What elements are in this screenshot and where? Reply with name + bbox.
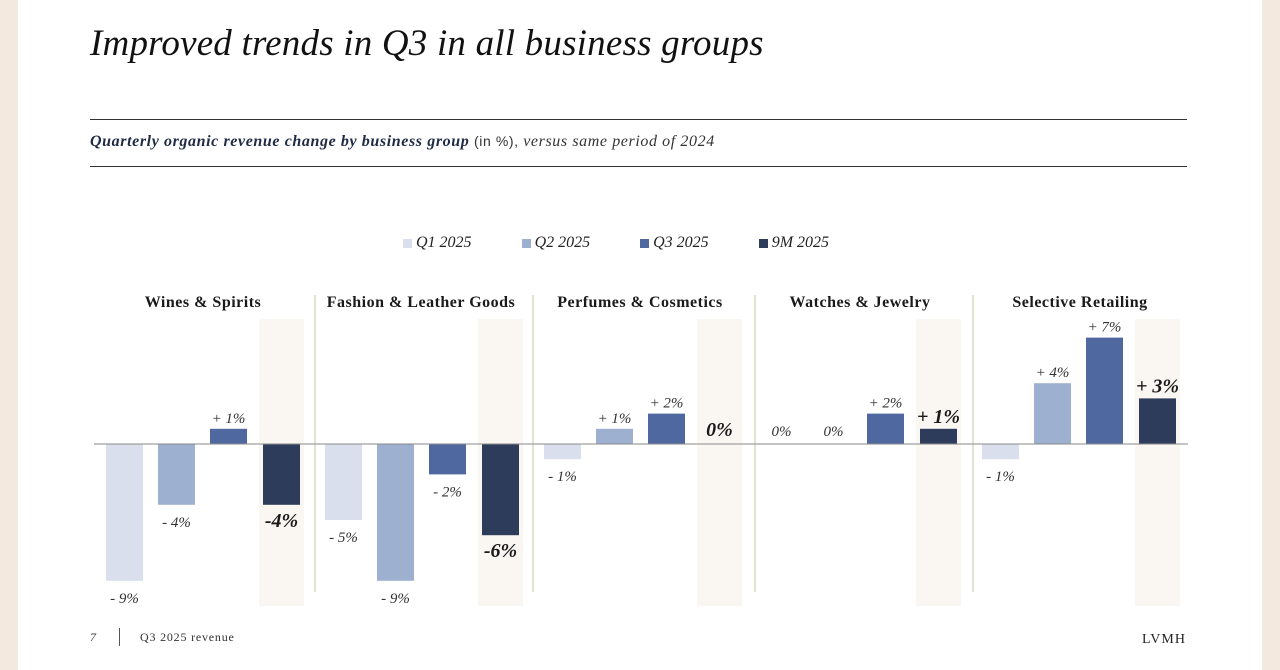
footer-label: Q3 2025 revenue — [140, 630, 235, 644]
data-label-9m-2025-perfumes-and-cosmetics: 0% — [706, 419, 733, 441]
data-label-q3-2025-wines-and-spirits: + 1% — [212, 411, 246, 427]
highlight-band — [916, 319, 961, 606]
bar-9m-2025-selective-retailing — [1139, 398, 1176, 444]
legend-label: Q2 2025 — [534, 234, 591, 251]
data-label-q1-2025-watches-and-jewelry: 0% — [772, 424, 792, 440]
legend-label: Q3 2025 — [653, 234, 709, 251]
bar-q3-2025-wines-and-spirits — [210, 428, 247, 444]
data-label-q2-2025-fashion-and-leather-goods: - 9% — [381, 591, 410, 607]
legend-item-q2-2025: Q2 2025 — [521, 234, 591, 252]
page-number: 7 — [90, 630, 96, 644]
footer-separator — [119, 628, 120, 646]
page-title: Improved trends in Q3 in all business gr… — [90, 23, 764, 64]
legend-swatch — [640, 238, 650, 248]
title-divider — [90, 119, 1187, 120]
data-label-q2-2025-selective-retailing: + 4% — [1036, 365, 1070, 381]
data-label-9m-2025-watches-and-jewelry: + 1% — [917, 406, 960, 428]
bar-q3-2025-perfumes-and-cosmetics — [648, 413, 685, 444]
data-label-q3-2025-selective-retailing: + 7% — [1088, 320, 1122, 336]
data-label-q3-2025-watches-and-jewelry: + 2% — [869, 396, 903, 412]
bar-q1-2025-selective-retailing — [982, 444, 1019, 460]
legend-label: Q1 2025 — [416, 234, 472, 251]
category-label-selective-retailing: Selective Retailing — [1012, 294, 1147, 311]
data-label-q3-2025-perfumes-and-cosmetics: + 2% — [650, 396, 684, 412]
legend-label: 9M 2025 — [771, 234, 830, 251]
category-label-fashion-and-leather-goods: Fashion & Leather Goods — [327, 294, 516, 311]
data-label-q1-2025-fashion-and-leather-goods: - 5% — [329, 530, 358, 546]
legend-item-q3-2025: Q3 2025 — [640, 234, 709, 252]
category-label-watches-and-jewelry: Watches & Jewelry — [790, 294, 931, 311]
bar-q3-2025-selective-retailing — [1086, 337, 1123, 444]
chart-legend: Q1 2025 Q2 2025 Q3 2025 9M 2025 — [403, 234, 829, 252]
slide: Improved trends in Q3 in all business gr… — [18, 0, 1262, 670]
category-label-wines-and-spirits: Wines & Spirits — [145, 294, 262, 311]
highlight-band — [697, 319, 742, 606]
bar-9m-2025-fashion-and-leather-goods — [482, 444, 519, 536]
subtitle-divider — [90, 166, 1187, 167]
legend-item-q1-2025: Q1 2025 — [403, 234, 472, 252]
data-label-9m-2025-selective-retailing: + 3% — [1136, 375, 1179, 397]
bar-q2-2025-perfumes-and-cosmetics — [596, 428, 633, 444]
data-label-q2-2025-wines-and-spirits: - 4% — [162, 515, 191, 531]
brand-logo: LVMH — [1142, 632, 1186, 647]
bar-9m-2025-wines-and-spirits — [263, 444, 300, 505]
subtitle-unit: (in %), — [473, 133, 519, 149]
data-label-q3-2025-fashion-and-leather-goods: - 2% — [433, 484, 462, 500]
bar-q1-2025-wines-and-spirits — [106, 444, 143, 581]
bar-chart: Wines & Spirits Fashion & Leather Goods Pe… — [94, 294, 1188, 607]
chart-subtitle: Quarterly organic revenue change by busi… — [90, 133, 715, 151]
subtitle-main: Quarterly organic revenue change by busi… — [90, 133, 470, 150]
data-label-q2-2025-perfumes-and-cosmetics: + 1% — [598, 411, 632, 427]
bar-q3-2025-fashion-and-leather-goods — [429, 444, 466, 475]
legend-item-9m-2025: 9M 2025 — [758, 234, 830, 252]
data-label-q1-2025-perfumes-and-cosmetics: - 1% — [548, 469, 577, 485]
bar-q2-2025-fashion-and-leather-goods — [377, 444, 414, 581]
highlight-band — [1135, 319, 1180, 606]
bar-9m-2025-watches-and-jewelry — [920, 428, 957, 444]
data-label-9m-2025-wines-and-spirits: -4% — [265, 510, 298, 532]
data-label-q1-2025-selective-retailing: - 1% — [986, 469, 1015, 485]
bar-q2-2025-selective-retailing — [1034, 383, 1071, 444]
bar-q1-2025-fashion-and-leather-goods — [325, 444, 362, 520]
data-label-9m-2025-fashion-and-leather-goods: -6% — [484, 540, 517, 562]
bar-q1-2025-perfumes-and-cosmetics — [544, 444, 581, 460]
category-label-perfumes-and-cosmetics: Perfumes & Cosmetics — [557, 294, 723, 311]
legend-swatch — [521, 238, 531, 248]
data-label-q2-2025-watches-and-jewelry: 0% — [824, 424, 844, 440]
legend-swatch — [403, 238, 412, 248]
data-label-q1-2025-wines-and-spirits: - 9% — [110, 591, 139, 607]
subtitle-comparison: versus same period of 2024 — [523, 133, 715, 150]
bar-q3-2025-watches-and-jewelry — [867, 413, 904, 444]
bar-q2-2025-wines-and-spirits — [158, 444, 195, 505]
legend-swatch — [758, 238, 768, 248]
